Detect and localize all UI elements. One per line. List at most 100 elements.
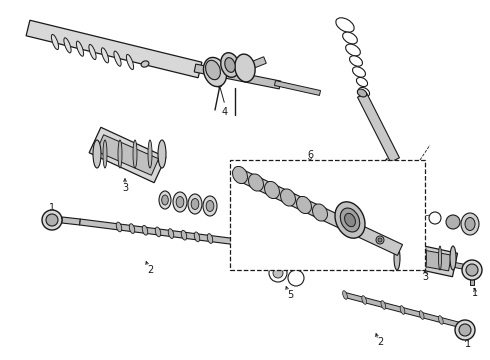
Text: 1: 1	[472, 288, 478, 298]
Text: 6: 6	[307, 150, 313, 160]
Polygon shape	[358, 93, 399, 162]
Polygon shape	[97, 135, 159, 175]
Ellipse shape	[235, 54, 255, 82]
Ellipse shape	[118, 140, 122, 168]
Ellipse shape	[188, 194, 202, 214]
Polygon shape	[398, 246, 451, 271]
Ellipse shape	[168, 229, 174, 238]
Ellipse shape	[64, 38, 71, 53]
Ellipse shape	[349, 251, 353, 264]
Ellipse shape	[203, 57, 226, 87]
Ellipse shape	[343, 32, 357, 44]
Ellipse shape	[356, 77, 368, 87]
Ellipse shape	[141, 61, 149, 67]
Polygon shape	[79, 219, 341, 258]
Circle shape	[462, 260, 482, 280]
Ellipse shape	[158, 140, 166, 168]
Circle shape	[42, 210, 62, 230]
Ellipse shape	[280, 189, 295, 206]
Ellipse shape	[133, 140, 137, 168]
Ellipse shape	[394, 246, 400, 270]
Circle shape	[269, 264, 287, 282]
Ellipse shape	[155, 227, 161, 237]
Ellipse shape	[419, 311, 424, 319]
Ellipse shape	[89, 44, 96, 59]
Ellipse shape	[343, 291, 347, 299]
Polygon shape	[89, 127, 166, 183]
Polygon shape	[62, 217, 80, 225]
Bar	[230, 160, 425, 270]
Ellipse shape	[220, 53, 239, 77]
Polygon shape	[274, 81, 320, 95]
Ellipse shape	[103, 140, 107, 168]
Ellipse shape	[173, 192, 187, 212]
Ellipse shape	[142, 225, 148, 235]
Ellipse shape	[376, 236, 384, 244]
Ellipse shape	[439, 316, 443, 324]
Ellipse shape	[203, 196, 217, 216]
Ellipse shape	[360, 253, 364, 265]
Polygon shape	[459, 326, 473, 334]
Circle shape	[459, 324, 471, 336]
Polygon shape	[470, 268, 474, 285]
Text: 2: 2	[377, 337, 383, 347]
Ellipse shape	[233, 166, 247, 184]
Ellipse shape	[162, 195, 168, 205]
Circle shape	[466, 264, 478, 276]
Ellipse shape	[336, 18, 354, 32]
Ellipse shape	[126, 54, 134, 69]
Ellipse shape	[191, 198, 199, 210]
Text: 5: 5	[287, 290, 293, 300]
Ellipse shape	[338, 249, 343, 261]
Text: 3: 3	[422, 272, 428, 282]
Circle shape	[446, 215, 460, 229]
Ellipse shape	[382, 257, 386, 269]
Ellipse shape	[335, 202, 365, 238]
Ellipse shape	[371, 255, 375, 267]
Ellipse shape	[93, 140, 101, 168]
Ellipse shape	[181, 230, 187, 240]
Ellipse shape	[461, 213, 479, 235]
Ellipse shape	[381, 301, 386, 309]
Ellipse shape	[345, 44, 360, 56]
Ellipse shape	[358, 87, 369, 96]
Polygon shape	[339, 249, 396, 271]
Ellipse shape	[225, 58, 235, 72]
Ellipse shape	[207, 234, 213, 243]
Ellipse shape	[313, 204, 327, 221]
Ellipse shape	[76, 41, 84, 56]
Circle shape	[429, 212, 441, 224]
Text: 3: 3	[122, 183, 128, 193]
Text: 4: 4	[222, 107, 228, 117]
Circle shape	[455, 320, 475, 340]
Ellipse shape	[439, 246, 441, 270]
Ellipse shape	[362, 296, 367, 304]
Ellipse shape	[378, 238, 382, 242]
Ellipse shape	[465, 217, 475, 230]
Polygon shape	[239, 57, 266, 73]
Ellipse shape	[206, 60, 220, 80]
Ellipse shape	[423, 246, 426, 270]
Polygon shape	[238, 170, 403, 256]
Polygon shape	[455, 262, 470, 270]
Ellipse shape	[116, 222, 122, 232]
Ellipse shape	[248, 174, 264, 191]
Ellipse shape	[340, 208, 360, 232]
Ellipse shape	[114, 51, 121, 66]
Text: 7: 7	[379, 163, 385, 173]
Ellipse shape	[450, 246, 456, 270]
Polygon shape	[44, 219, 56, 230]
Ellipse shape	[349, 56, 363, 66]
Ellipse shape	[265, 181, 279, 199]
Polygon shape	[392, 240, 458, 277]
Ellipse shape	[409, 246, 412, 270]
Text: 2: 2	[147, 265, 153, 275]
Ellipse shape	[400, 306, 405, 314]
Ellipse shape	[352, 67, 366, 77]
Text: 1: 1	[465, 339, 471, 349]
Ellipse shape	[296, 197, 312, 213]
Circle shape	[273, 268, 283, 278]
Circle shape	[288, 270, 304, 286]
Ellipse shape	[194, 232, 200, 242]
Ellipse shape	[129, 224, 135, 234]
